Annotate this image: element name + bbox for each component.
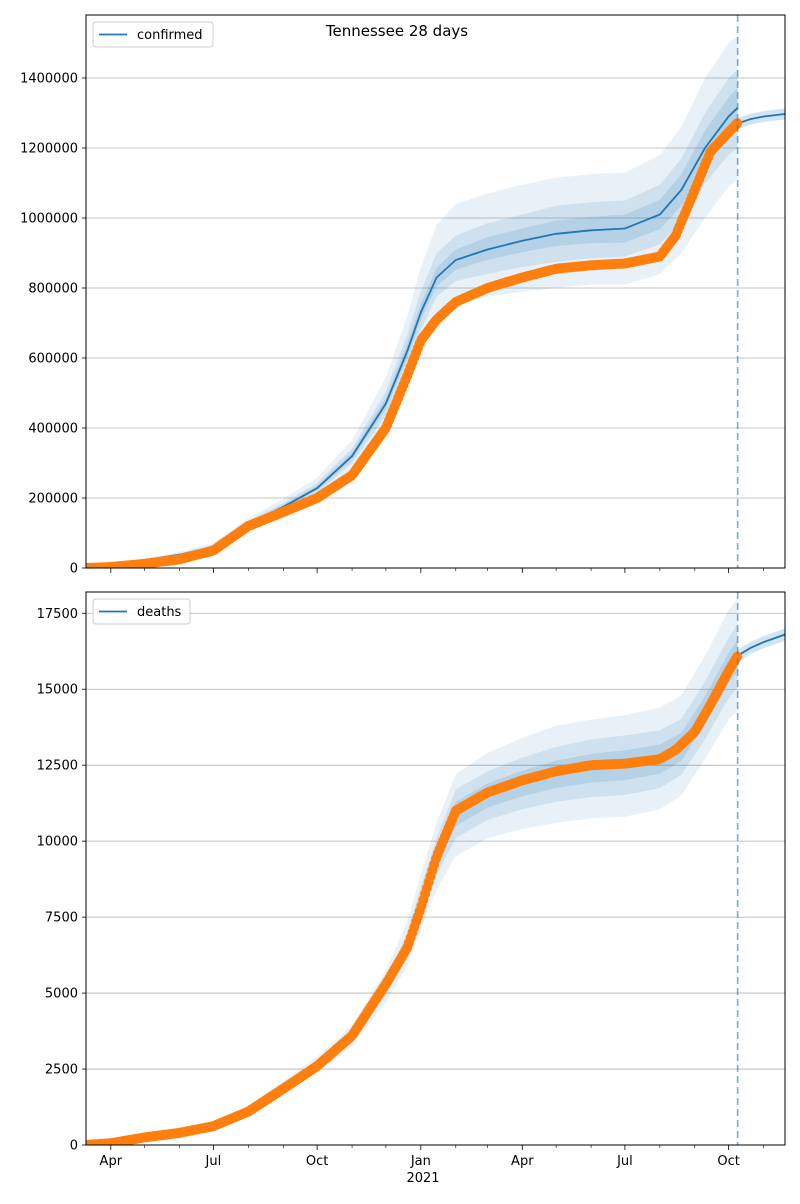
y-tick-label: 800000 [28, 282, 78, 297]
x-tick-label: Jan [410, 1154, 431, 1169]
confirmed-panel: 0 200000 400000 600000 800000 1000000 1200000 1… [20, 14, 786, 577]
legend: deaths [92, 598, 191, 625]
legend-label: confirmed [137, 28, 203, 43]
y-tick-label: 15000 [37, 683, 78, 698]
x-tick-label: Oct [717, 1154, 739, 1169]
y-tick-label: 17500 [37, 607, 78, 622]
plot-area [86, 36, 785, 568]
axes-frame [85, 591, 786, 1146]
legend-box [92, 21, 214, 48]
legend: confirmed [92, 21, 214, 48]
forecast-band [737, 628, 785, 662]
legend-box [92, 598, 191, 625]
x-tick-label: Apr [511, 1154, 534, 1169]
x-tick-label: Oct [306, 1154, 328, 1169]
y-tick-label: 10000 [37, 835, 78, 850]
y-tick-label: 5000 [45, 987, 78, 1002]
x-tick-label: Apr [100, 1154, 123, 1169]
y-tick-label: 1200000 [20, 142, 78, 157]
y-tick-label: 200000 [28, 492, 78, 507]
legend-label: deaths [137, 605, 182, 620]
x-tick-label: Jul [205, 1154, 222, 1169]
plot-area [86, 598, 785, 1145]
y-tick-label: 1400000 [20, 72, 78, 87]
uncertainty-band [86, 36, 738, 568]
y-tick-label: 0 [70, 562, 78, 577]
y-tick-label: 0 [70, 1139, 78, 1154]
axes-frame [85, 14, 786, 569]
y-tick-label: 600000 [28, 352, 78, 367]
uncertainty-band [86, 598, 738, 1145]
y-tick-label: 12500 [37, 759, 78, 774]
forecast-line [737, 113, 785, 125]
y-tick-label: 1000000 [20, 212, 78, 227]
deaths-panel: 0 2500 5000 7500 10000 12500 15000 17500 Apr Jul O… [37, 591, 786, 1169]
forecast-line [737, 633, 785, 657]
x-tick-label: Jul [616, 1154, 633, 1169]
observed-point [732, 118, 743, 129]
y-tick-label: 7500 [45, 911, 78, 926]
x-axis-year-label: 2021 [406, 1171, 439, 1186]
forecast-band [737, 108, 785, 129]
figure-title: Tennessee 28 days [325, 22, 468, 40]
y-tick-label: 2500 [45, 1063, 78, 1078]
uncertainty-band [86, 623, 738, 1145]
y-tick-label: 400000 [28, 422, 78, 437]
observed-point [732, 651, 743, 662]
